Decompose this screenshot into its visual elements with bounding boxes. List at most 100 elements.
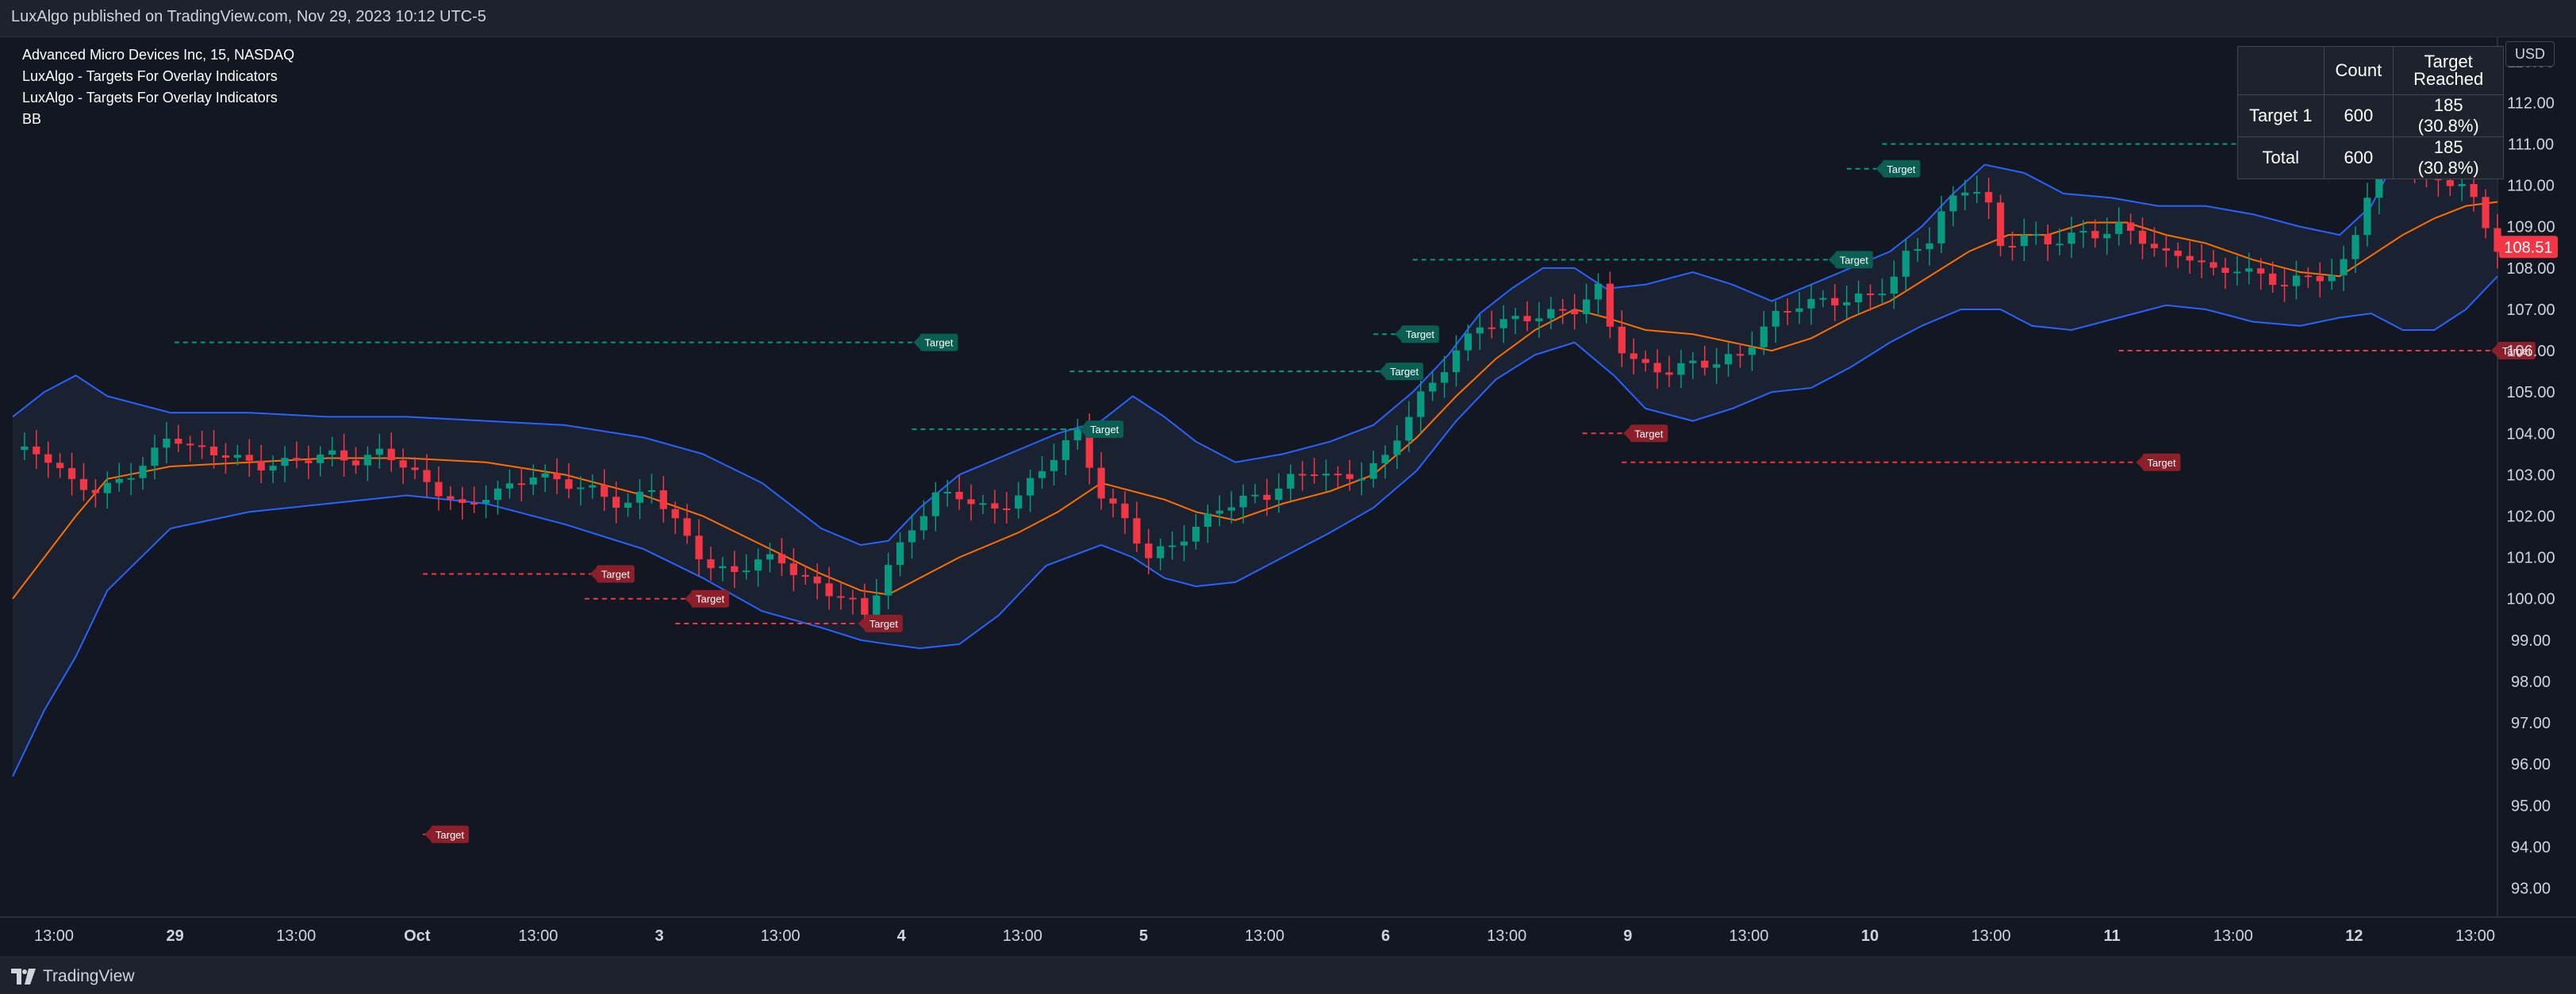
bollinger-bands	[12, 139, 2498, 777]
target-label: Target	[685, 589, 730, 608]
candle	[1855, 280, 1863, 314]
candle-body	[1878, 294, 1887, 296]
candle-body	[1346, 474, 1353, 479]
candle-body	[328, 450, 336, 455]
candle	[1050, 443, 1058, 486]
target-stats-table: Count Target Reached Target 1 600 185 (3…	[2237, 46, 2505, 179]
candle-body	[2233, 271, 2241, 274]
candle	[1665, 355, 1673, 387]
candle	[955, 475, 963, 510]
candle-body	[1263, 494, 1271, 501]
candle-body	[1133, 518, 1141, 544]
candle	[1973, 175, 1981, 203]
candle	[1736, 343, 1745, 368]
candle	[967, 484, 975, 521]
time-tick-label: 13:00	[1245, 927, 1284, 945]
candle	[79, 462, 88, 501]
brand-name: TradingView	[43, 967, 135, 985]
candle-body	[1027, 478, 1035, 496]
target-label-arrow	[1828, 253, 1835, 267]
target-label-box	[1882, 159, 1921, 178]
candle	[363, 446, 372, 482]
candle-body	[1038, 470, 1046, 478]
bb-fill	[13, 140, 2497, 777]
candle	[340, 433, 348, 478]
candle	[1405, 401, 1413, 452]
candle-body	[2482, 197, 2490, 228]
candle-body	[2186, 255, 2194, 261]
candle-body	[979, 503, 987, 505]
time-tick-label: Oct	[404, 927, 431, 945]
candle-body	[1665, 372, 1673, 375]
candle-body	[2056, 244, 2063, 246]
candle-body	[1357, 478, 1365, 481]
indicator-legend-1[interactable]: LuxAlgo - Targets For Overlay Indicators	[22, 68, 278, 84]
candle	[459, 486, 466, 520]
candle-body	[1157, 546, 1165, 558]
candle	[1192, 513, 1200, 550]
candle-body	[2363, 198, 2371, 236]
candle-body	[991, 503, 999, 509]
candle	[1937, 196, 1945, 254]
candle	[541, 464, 549, 493]
candle-body	[1831, 297, 1839, 305]
time-tick-label: 10	[1861, 927, 1879, 945]
target-label-text: Target	[1887, 163, 1916, 175]
candle	[2127, 213, 2135, 245]
candle	[553, 458, 561, 495]
candle	[1275, 473, 1283, 513]
symbol-title[interactable]: Advanced Micro Devices Inc, 15, NASDAQ	[22, 47, 295, 63]
candle-body	[1145, 543, 1153, 558]
candle-body	[2150, 244, 2159, 248]
candle-body	[659, 490, 667, 509]
candle-body	[351, 460, 360, 466]
candle-body	[363, 455, 372, 466]
candle	[777, 538, 786, 576]
price-tick-label: 96.00	[2511, 756, 2551, 773]
candle-body	[766, 554, 774, 560]
candle-body	[1677, 363, 1685, 375]
target-label: Target	[858, 615, 903, 632]
tradingview-brand[interactable]: TradingView	[11, 967, 135, 986]
candle	[399, 448, 407, 485]
candle	[21, 432, 29, 461]
candle	[67, 452, 76, 496]
candle-body	[1902, 251, 1910, 277]
candle	[1866, 284, 1875, 311]
candle	[1369, 450, 1377, 488]
stats-header-reached: Target Reached	[2393, 46, 2505, 95]
candle-body	[1003, 509, 1011, 511]
candle-body	[1275, 488, 1283, 501]
price-chart[interactable]: Target Target Target Target Target Target Targ…	[0, 36, 2576, 957]
target-label-text: Target	[1090, 424, 1119, 436]
candle-body	[1571, 309, 1579, 315]
time-tick-label: 13:00	[1729, 927, 1768, 945]
candle	[577, 476, 585, 506]
target-label-arrow	[685, 592, 692, 605]
candle-body	[139, 466, 147, 478]
candle-body	[1961, 192, 1969, 196]
candle	[1499, 305, 1507, 343]
candle-body	[2304, 275, 2312, 278]
candle-body	[1736, 354, 1745, 356]
candle-body	[1405, 416, 1413, 441]
time-tick-label: 13:00	[1971, 927, 2011, 945]
candle-body	[943, 492, 951, 494]
candle-body	[1985, 192, 1993, 203]
indicator-legend-3[interactable]: BB	[22, 111, 42, 127]
candle	[2150, 227, 2159, 257]
indicator-legend-2[interactable]: LuxAlgo - Targets For Overlay Indicators	[22, 90, 278, 106]
stats-row-reached: 185 (30.8%)	[2393, 136, 2505, 179]
candle-body	[612, 497, 620, 509]
candle	[801, 566, 809, 585]
target-label-text: Target	[696, 593, 725, 605]
currency-button[interactable]: USD	[2505, 41, 2555, 67]
candle-body	[1180, 541, 1188, 546]
candle-body	[1795, 308, 1803, 313]
candle	[861, 583, 869, 624]
candle	[1003, 492, 1011, 524]
chart-area[interactable]: Target Target Target Target Target Target Targ…	[0, 36, 2576, 957]
candle	[1061, 428, 1069, 476]
price-tick-label: 97.00	[2511, 715, 2551, 732]
candle	[1121, 491, 1129, 534]
